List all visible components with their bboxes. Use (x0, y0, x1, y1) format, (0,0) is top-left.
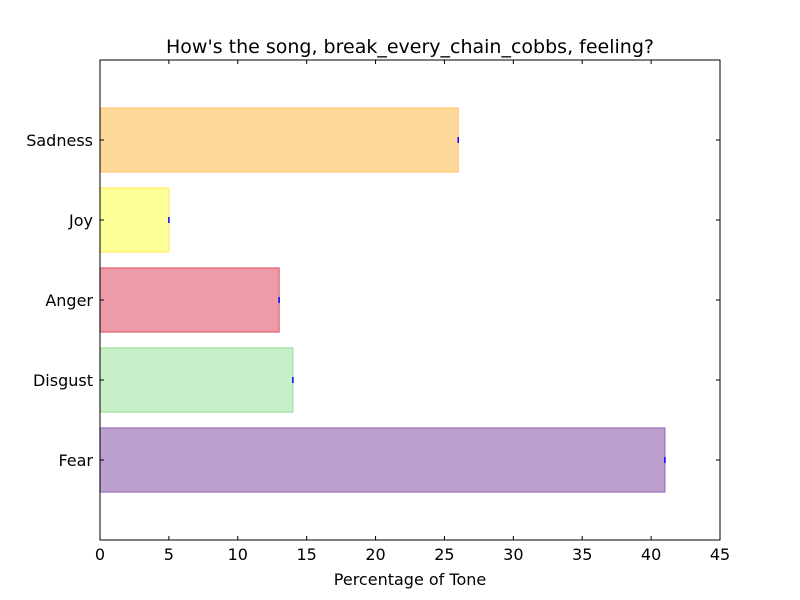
y-tick-label: Anger (45, 291, 93, 310)
x-tick-label: 5 (164, 545, 174, 564)
x-tick-label: 15 (296, 545, 316, 564)
chart-title: How's the song, break_every_chain_cobbs,… (166, 36, 654, 58)
bar-fear (99, 427, 666, 493)
y-tick-label: Fear (58, 451, 93, 470)
x-tick-label: 35 (572, 545, 592, 564)
bar-anger (99, 267, 280, 333)
ticks-layer: Fear Disgust Anger Joy Sadness 0 5 10 15 20 25 30 35… (26, 60, 730, 564)
bar-joy (99, 187, 170, 253)
bar-disgust (99, 347, 294, 413)
bars-layer (99, 107, 666, 493)
y-tick-label: Disgust (33, 371, 93, 390)
x-tick-label: 30 (503, 545, 523, 564)
x-tick-label: 0 (95, 545, 105, 564)
x-tick-label: 40 (641, 545, 661, 564)
x-tick-label: 45 (710, 545, 730, 564)
x-tick-label: 25 (434, 545, 454, 564)
bar-sadness (99, 107, 459, 173)
y-tick-label: Joy (68, 211, 93, 230)
y-tick-label: Sadness (26, 131, 93, 150)
x-tick-label: 20 (365, 545, 385, 564)
x-axis-title: Percentage of Tone (334, 570, 486, 589)
x-tick-label: 10 (228, 545, 248, 564)
